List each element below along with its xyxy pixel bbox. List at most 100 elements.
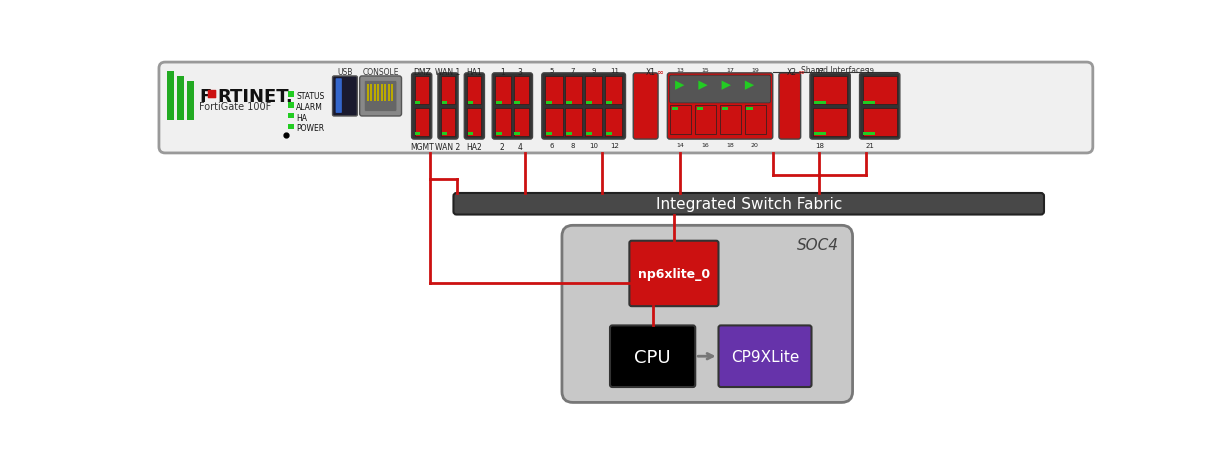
Bar [863,108,897,136]
Bar [387,83,390,101]
Bar [288,91,293,97]
FancyBboxPatch shape [610,325,695,387]
Polygon shape [698,81,708,90]
Text: 10: 10 [589,143,599,149]
Text: MGMT: MGMT [409,143,434,152]
Text: 11: 11 [610,68,620,74]
Text: 7: 7 [571,68,576,74]
Bar [565,76,583,104]
Bar [514,101,519,103]
Text: STATUS: STATUS [296,92,324,101]
Bar [177,76,183,120]
Text: 13: 13 [677,68,684,73]
Bar [747,107,753,110]
Bar [288,102,293,108]
FancyBboxPatch shape [629,241,719,306]
Text: HA: HA [296,114,307,123]
FancyBboxPatch shape [208,90,216,98]
Bar [513,76,529,104]
Bar [442,132,447,135]
Text: np6xlite_0: np6xlite_0 [638,268,710,281]
Bar [495,76,511,104]
Bar [514,132,519,135]
FancyBboxPatch shape [541,73,626,139]
Bar [585,108,602,136]
Bar [288,113,293,118]
Bar [745,105,766,135]
FancyBboxPatch shape [359,76,402,116]
Bar [467,108,481,136]
Bar [671,105,692,135]
Text: 5: 5 [550,68,554,74]
Bar [565,108,583,136]
Bar [605,108,622,136]
Bar [813,76,847,104]
Bar [378,83,380,101]
Bar [813,108,847,136]
Bar [697,107,703,110]
Text: HA1: HA1 [467,68,483,77]
Bar [545,76,562,104]
Text: 12: 12 [610,143,620,149]
Bar [441,108,455,136]
FancyBboxPatch shape [492,73,533,139]
Bar [468,132,473,135]
Text: CPU: CPU [634,349,671,367]
Bar [367,83,369,101]
Text: 19: 19 [752,68,759,73]
Text: CP9XLite: CP9XLite [731,350,799,365]
Text: F: F [199,88,211,106]
Bar [546,101,552,103]
FancyBboxPatch shape [437,73,458,139]
Bar [414,76,429,104]
Bar [384,83,386,101]
Text: WAN 2: WAN 2 [435,143,461,152]
Bar [606,101,612,103]
Text: X2: X2 [787,68,797,77]
Text: 8: 8 [571,143,576,149]
Bar [864,132,875,135]
FancyBboxPatch shape [412,73,431,139]
Bar [441,76,455,104]
Bar [814,101,826,103]
FancyBboxPatch shape [719,325,811,387]
Text: 16: 16 [701,143,709,148]
FancyBboxPatch shape [453,193,1044,214]
FancyBboxPatch shape [562,226,853,403]
Text: DMZ: DMZ [413,68,430,77]
Text: 6: 6 [550,143,554,149]
Text: HA2: HA2 [467,143,483,152]
Bar [566,101,572,103]
Text: ALARM: ALARM [296,103,323,112]
Bar [496,132,502,135]
Text: 18: 18 [815,143,825,149]
Bar [496,101,502,103]
FancyBboxPatch shape [464,73,484,139]
Text: Shared Interfaces: Shared Interfaces [800,66,869,75]
Bar [468,101,473,103]
Bar [187,81,194,120]
Text: 19: 19 [865,68,874,74]
Bar [495,108,511,136]
Text: POWER: POWER [296,124,324,133]
FancyBboxPatch shape [670,75,770,103]
Bar [585,132,591,135]
Bar [814,132,826,135]
Text: 20: 20 [752,143,759,148]
Bar [672,107,678,110]
Text: 2: 2 [500,143,505,152]
Text: 14: 14 [677,143,684,148]
Bar [864,101,875,103]
Bar [415,132,420,135]
Text: ∞: ∞ [798,68,804,77]
Bar [374,83,376,101]
Bar [606,132,612,135]
Bar [288,123,293,129]
Text: X1: X1 [645,68,656,77]
Bar [513,108,529,136]
FancyBboxPatch shape [859,73,899,139]
Bar [166,71,174,120]
Bar [605,76,622,104]
Bar [370,83,373,101]
Text: 9: 9 [591,68,596,74]
